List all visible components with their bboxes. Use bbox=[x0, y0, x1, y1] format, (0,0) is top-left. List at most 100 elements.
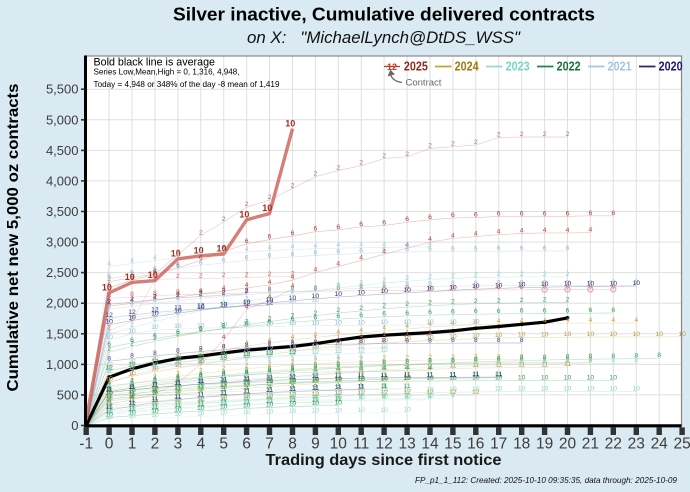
svg-text:2: 2 bbox=[199, 305, 203, 312]
svg-text:3: 3 bbox=[153, 390, 157, 397]
svg-text:10: 10 bbox=[262, 203, 272, 213]
svg-text:4: 4 bbox=[199, 371, 203, 378]
svg-text:12: 12 bbox=[335, 343, 343, 350]
svg-text:12: 12 bbox=[128, 358, 136, 365]
svg-text:4: 4 bbox=[153, 399, 157, 406]
svg-text:2: 2 bbox=[474, 354, 478, 361]
svg-text:12: 12 bbox=[380, 375, 388, 382]
svg-text:2: 2 bbox=[336, 357, 340, 364]
svg-text:8: 8 bbox=[130, 353, 134, 360]
svg-text:2: 2 bbox=[199, 368, 203, 375]
svg-text:11: 11 bbox=[541, 361, 548, 368]
svg-text:11: 11 bbox=[381, 372, 388, 379]
svg-text:10: 10 bbox=[357, 376, 365, 383]
svg-text:10: 10 bbox=[610, 331, 618, 338]
svg-text:11: 11 bbox=[106, 387, 113, 394]
svg-text:4: 4 bbox=[245, 303, 249, 310]
svg-text:8: 8 bbox=[405, 281, 409, 288]
svg-text:4: 4 bbox=[291, 395, 295, 402]
svg-text:3,000: 3,000 bbox=[46, 235, 79, 250]
svg-text:10: 10 bbox=[289, 298, 297, 305]
svg-text:2: 2 bbox=[222, 272, 226, 279]
svg-text:11: 11 bbox=[197, 378, 204, 385]
svg-text:6: 6 bbox=[611, 210, 615, 217]
svg-text:4: 4 bbox=[359, 327, 363, 334]
svg-text:10: 10 bbox=[125, 272, 135, 282]
svg-text:8: 8 bbox=[657, 352, 661, 359]
svg-text:10: 10 bbox=[197, 382, 205, 389]
svg-text:10: 10 bbox=[220, 302, 228, 309]
svg-text:4: 4 bbox=[245, 246, 249, 253]
svg-text:10: 10 bbox=[197, 410, 205, 417]
svg-text:6: 6 bbox=[107, 341, 111, 348]
svg-text:10: 10 bbox=[243, 321, 251, 328]
svg-text:4: 4 bbox=[336, 366, 340, 373]
svg-text:12: 12 bbox=[312, 391, 320, 398]
svg-text:on X: "MichaelLynch@DtDS_WSS: on X: "MichaelLynch@DtDS_WSS" bbox=[247, 28, 521, 47]
svg-text:4: 4 bbox=[359, 394, 363, 401]
svg-text:12: 12 bbox=[220, 384, 228, 391]
svg-text:10: 10 bbox=[495, 386, 503, 393]
svg-text:4: 4 bbox=[497, 318, 501, 325]
svg-text:10: 10 bbox=[285, 118, 295, 128]
svg-text:10: 10 bbox=[403, 375, 411, 382]
svg-text:4: 4 bbox=[199, 288, 203, 295]
svg-text:12: 12 bbox=[266, 346, 274, 353]
svg-text:10: 10 bbox=[197, 358, 205, 365]
svg-text:2: 2 bbox=[222, 216, 226, 223]
svg-text:4: 4 bbox=[130, 401, 134, 408]
svg-text:6: 6 bbox=[497, 210, 501, 217]
svg-text:10: 10 bbox=[518, 386, 526, 393]
svg-text:10: 10 bbox=[174, 307, 182, 314]
svg-text:2: 2 bbox=[245, 201, 249, 208]
svg-text:11: 11 bbox=[426, 371, 433, 378]
svg-text:8: 8 bbox=[566, 279, 570, 286]
svg-text:8: 8 bbox=[520, 355, 524, 362]
svg-text:9: 9 bbox=[311, 436, 320, 453]
svg-text:10: 10 bbox=[380, 407, 388, 414]
svg-text:10: 10 bbox=[105, 316, 113, 323]
svg-text:8: 8 bbox=[634, 357, 638, 364]
svg-text:8: 8 bbox=[130, 382, 134, 389]
svg-text:2022: 2022 bbox=[557, 60, 581, 74]
svg-text:12: 12 bbox=[243, 353, 251, 360]
svg-text:10: 10 bbox=[335, 395, 343, 402]
svg-text:2: 2 bbox=[107, 382, 111, 389]
svg-text:6: 6 bbox=[451, 358, 455, 365]
svg-text:2: 2 bbox=[291, 359, 295, 366]
svg-text:8: 8 bbox=[107, 303, 111, 310]
svg-text:8: 8 bbox=[130, 382, 134, 389]
svg-text:2: 2 bbox=[130, 322, 134, 329]
svg-text:10: 10 bbox=[266, 297, 274, 304]
svg-text:10: 10 bbox=[426, 319, 434, 326]
svg-text:11: 11 bbox=[358, 366, 365, 373]
svg-text:12: 12 bbox=[151, 390, 159, 397]
svg-text:10: 10 bbox=[220, 396, 228, 403]
svg-text:2: 2 bbox=[474, 298, 478, 305]
svg-text:2: 2 bbox=[497, 297, 501, 304]
svg-text:10: 10 bbox=[289, 377, 297, 384]
svg-text:10: 10 bbox=[633, 280, 641, 287]
svg-text:4: 4 bbox=[222, 334, 226, 341]
svg-text:10: 10 bbox=[678, 331, 686, 338]
svg-text:12: 12 bbox=[151, 361, 159, 368]
svg-text:6: 6 bbox=[130, 274, 134, 281]
svg-text:8: 8 bbox=[428, 358, 432, 365]
svg-text:10: 10 bbox=[335, 376, 343, 383]
svg-text:10: 10 bbox=[220, 410, 228, 417]
svg-text:10: 10 bbox=[220, 404, 228, 411]
svg-text:10: 10 bbox=[105, 319, 113, 326]
svg-text:14: 14 bbox=[421, 436, 439, 453]
svg-text:12: 12 bbox=[220, 353, 228, 360]
svg-text:10: 10 bbox=[357, 389, 365, 396]
svg-text:2021: 2021 bbox=[608, 60, 632, 74]
svg-text:10: 10 bbox=[266, 398, 274, 405]
svg-text:12: 12 bbox=[105, 395, 113, 402]
svg-text:10: 10 bbox=[541, 331, 549, 338]
svg-text:10: 10 bbox=[564, 331, 572, 338]
svg-text:11: 11 bbox=[289, 371, 296, 378]
svg-text:2: 2 bbox=[130, 316, 134, 323]
svg-text:12: 12 bbox=[174, 397, 182, 404]
svg-text:10: 10 bbox=[312, 343, 320, 350]
svg-text:10: 10 bbox=[380, 376, 388, 383]
